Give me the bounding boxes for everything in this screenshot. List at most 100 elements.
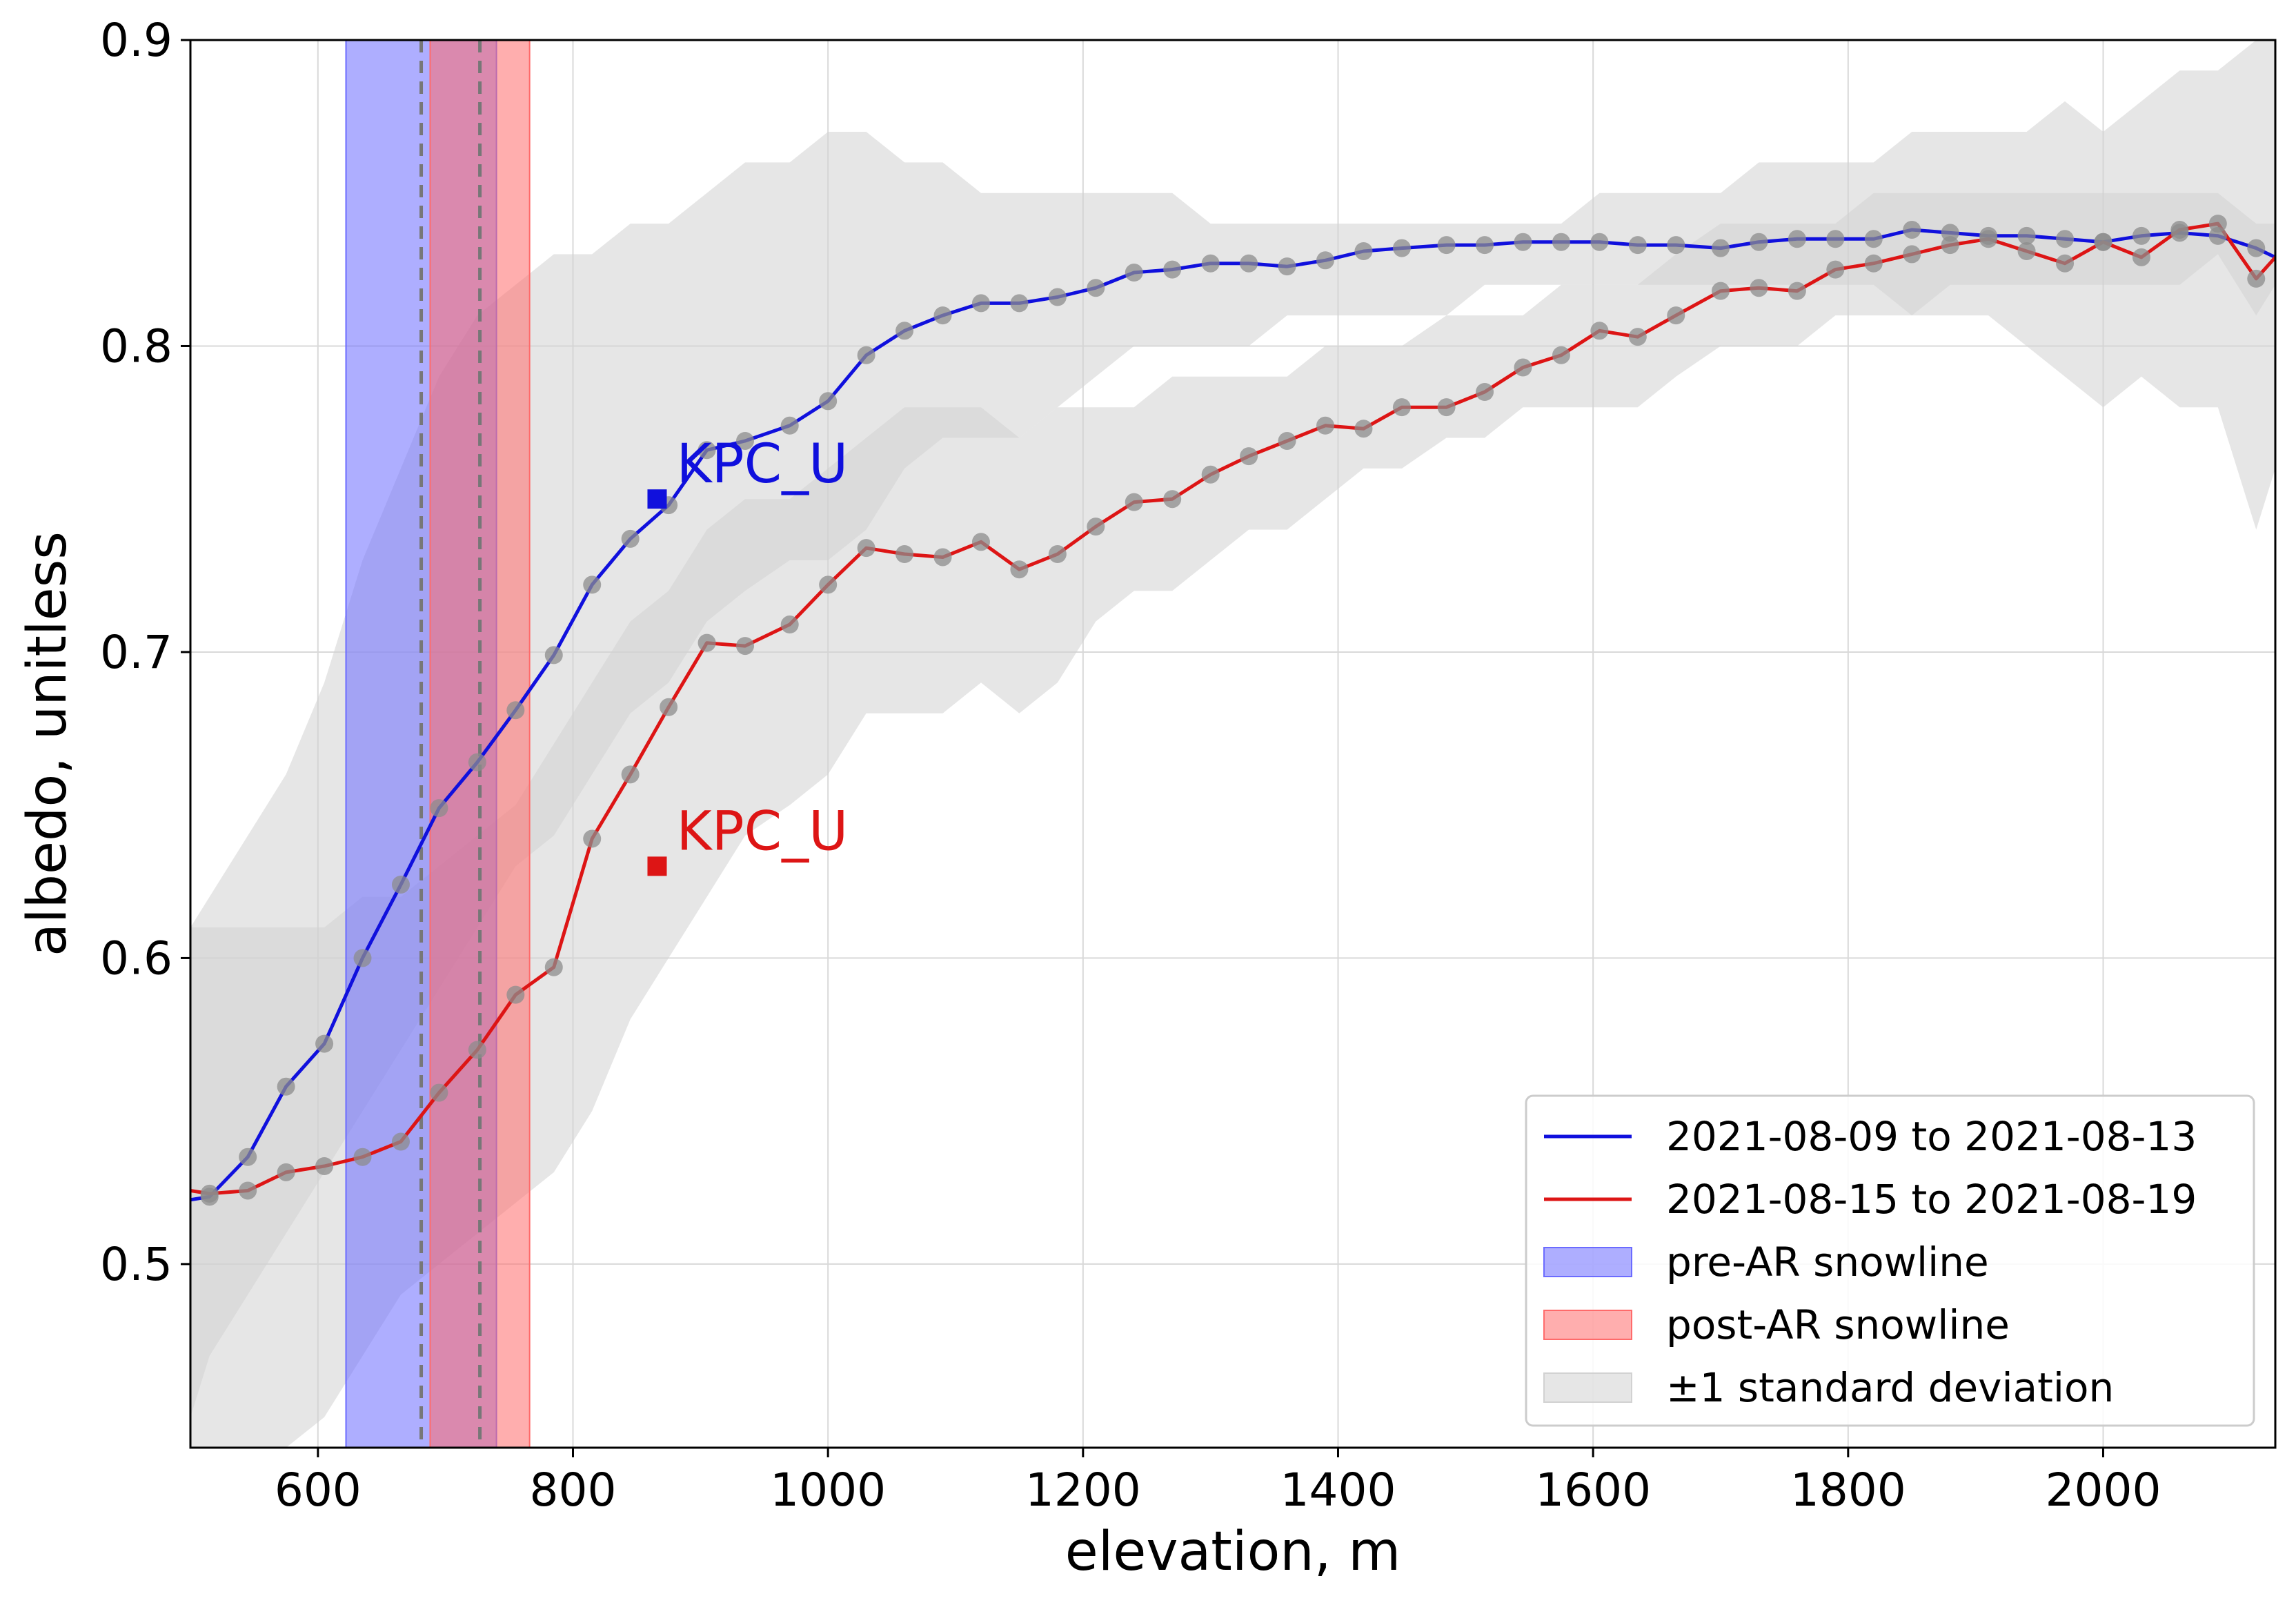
series-2-point <box>1163 490 1182 509</box>
series-1-point <box>1437 236 1456 255</box>
x-tick-label: 1600 <box>1535 1464 1651 1517</box>
y-tick-label: 0.8 <box>100 319 172 373</box>
series-2-point <box>506 985 525 1004</box>
kpc-u-label-2: KPC_U <box>676 800 848 863</box>
series-1-point <box>780 416 799 435</box>
x-axis-title: elevation, m <box>1065 1521 1401 1583</box>
series-2-point <box>277 1163 295 1181</box>
series-2-point <box>1476 383 1494 401</box>
series-2-point <box>1750 279 1768 297</box>
series-2-point <box>971 533 990 551</box>
series-2-point <box>1437 398 1456 417</box>
series-2-point <box>1711 282 1730 300</box>
x-tick-label: 600 <box>275 1464 362 1517</box>
series-1-point <box>1788 230 1806 248</box>
series-1-point <box>1087 279 1105 297</box>
series-2-point <box>1941 236 1959 255</box>
series-1-point <box>239 1148 257 1166</box>
series-2-point <box>933 548 952 567</box>
series-1-point <box>1711 239 1730 257</box>
legend-swatch-patch <box>1543 1372 1632 1403</box>
legend-label: post-AR snowline <box>1666 1301 2010 1348</box>
series-1-point <box>2017 226 2036 245</box>
x-tick-label: 1800 <box>1790 1464 1906 1517</box>
series-1-point <box>506 701 525 720</box>
series-2-point <box>1087 518 1105 536</box>
series-2-point <box>1826 260 1845 279</box>
legend-label: pre-AR snowline <box>1666 1239 1989 1286</box>
x-tick-label: 1000 <box>770 1464 886 1517</box>
series-1-point <box>1750 233 1768 251</box>
kpc-u-label-1: KPC_U <box>676 433 848 495</box>
x-tick-label: 2000 <box>2045 1464 2161 1517</box>
series-2-point <box>895 545 914 564</box>
series-1-point <box>1125 264 1143 282</box>
series-1-point <box>621 529 640 548</box>
series-2-point <box>2094 233 2112 251</box>
series-2-point <box>1278 431 1296 450</box>
series-2-point <box>1667 306 1685 325</box>
series-2-point <box>544 958 563 976</box>
series-2-point <box>200 1184 219 1203</box>
series-2-point <box>621 765 640 784</box>
y-tick-label: 0.6 <box>100 932 172 985</box>
series-2-point <box>430 1083 448 1102</box>
series-2-point <box>2247 269 2266 288</box>
series-1-point <box>1316 251 1335 270</box>
legend-swatch-patch <box>1543 1247 1632 1277</box>
series-2-point <box>315 1157 334 1175</box>
series-1-point <box>1392 239 1411 257</box>
series-2-point <box>1240 447 1258 466</box>
axis-ticks: 600 800 1000 1200 1400 1600 1800 2000 0.5 0.6 0.7 0… <box>100 14 2161 1517</box>
x-tick-label: 800 <box>530 1464 617 1517</box>
series-1-point <box>1903 220 1921 239</box>
series-2-point <box>2056 254 2075 273</box>
series-2-point <box>1392 398 1411 417</box>
series-2-point <box>1628 328 1647 346</box>
series-1-point <box>1476 236 1494 255</box>
series-1-point <box>544 646 563 664</box>
series-1-point <box>1010 294 1029 313</box>
series-1-point <box>1240 254 1258 273</box>
series-1-point <box>1590 233 1609 251</box>
series-1-point <box>895 322 914 340</box>
series-2-point <box>660 698 678 716</box>
series-1-point <box>353 949 372 967</box>
series-1-point <box>1628 236 1647 255</box>
series-2-point <box>2017 242 2036 260</box>
series-2-point <box>2132 248 2150 266</box>
legend-swatch-patch <box>1543 1310 1632 1340</box>
kpc-u-marker-2 <box>647 856 667 876</box>
series-2-point <box>353 1148 372 1166</box>
series-2-point <box>736 637 755 656</box>
legend-box <box>1525 1094 2255 1427</box>
series-2-point <box>239 1181 257 1200</box>
series-1-point <box>1826 230 1845 248</box>
legend: 2021-08-09 to 2021-08-13 2021-08-15 to 20… <box>1525 1094 2255 1427</box>
series-1-point <box>1278 257 1296 276</box>
series-2-point <box>1514 358 1532 377</box>
series-2-point <box>1125 493 1143 511</box>
series-1-point <box>2056 230 2075 248</box>
plot-frame <box>189 39 2277 1449</box>
legend-label: ±1 standard deviation <box>1666 1364 2114 1411</box>
series-1-point <box>971 294 990 313</box>
series-1-point <box>277 1077 295 1096</box>
series-2-point <box>697 633 716 652</box>
series-1-point <box>1048 288 1067 306</box>
series-2-point <box>1788 282 1806 300</box>
series-1-point <box>2132 226 2150 245</box>
series-1-point <box>583 575 602 594</box>
series-1-point <box>1514 233 1532 251</box>
legend-label: 2021-08-15 to 2021-08-19 <box>1666 1176 2197 1223</box>
series-2-point <box>1048 545 1067 564</box>
series-1-point <box>468 753 486 771</box>
legend-label: 2021-08-09 to 2021-08-13 <box>1666 1113 2197 1160</box>
series-1-point <box>933 306 952 325</box>
series-2-point <box>857 539 875 558</box>
y-tick-label: 0.5 <box>100 1238 172 1291</box>
y-tick-label: 0.7 <box>100 626 172 679</box>
std-band-1 <box>190 40 2275 1417</box>
series-1-point <box>736 431 755 450</box>
series-1-point <box>1552 233 1570 251</box>
